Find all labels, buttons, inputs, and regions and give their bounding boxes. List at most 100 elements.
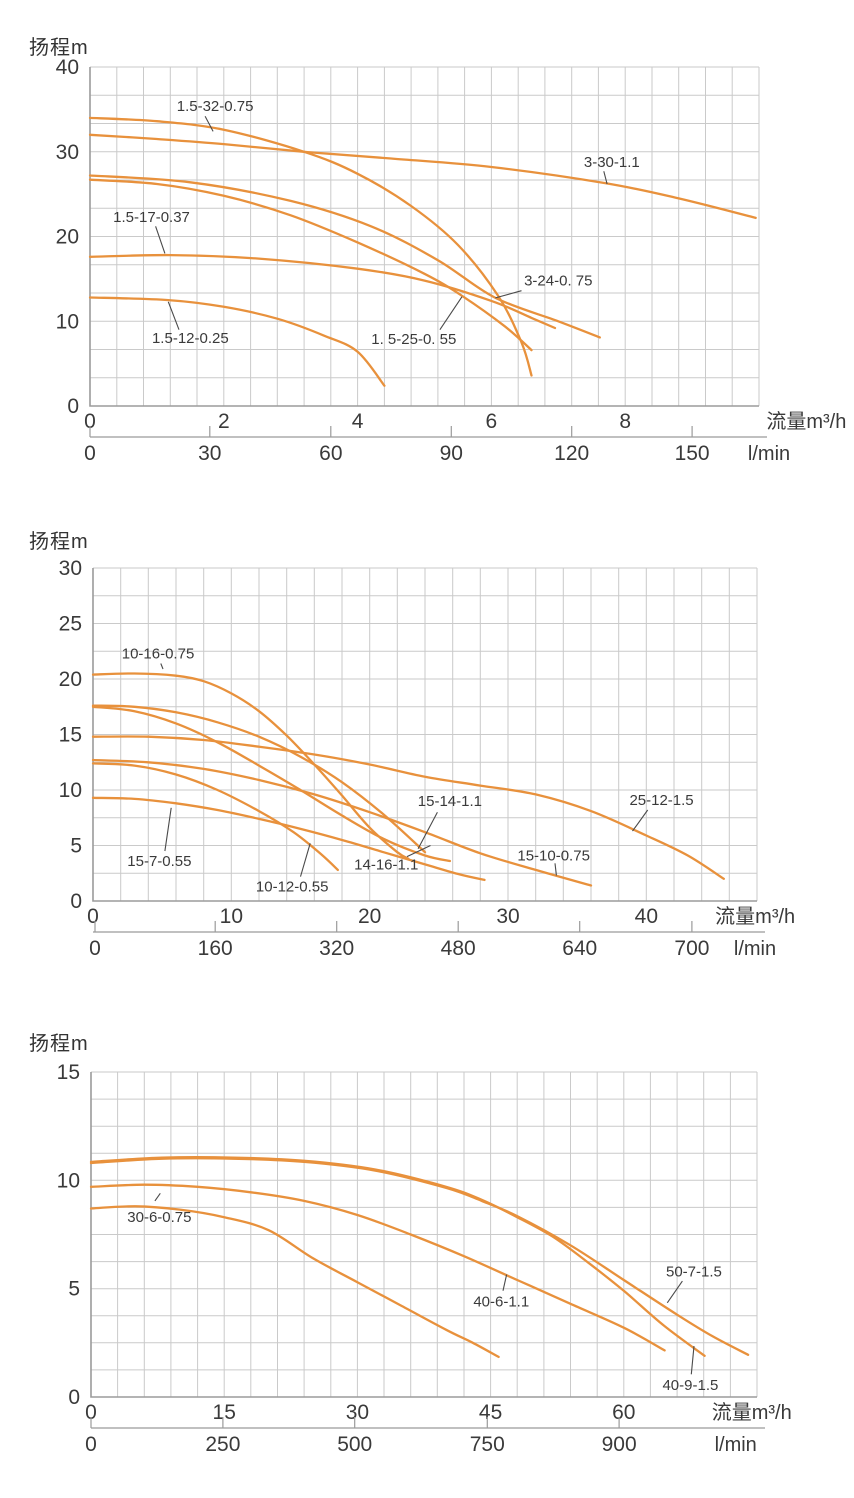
x-tick-label: 0: [85, 1401, 97, 1424]
y-tick-label: 20: [56, 226, 79, 249]
y-tick-label: 10: [59, 779, 82, 802]
curve-3-30-1.1: [88, 133, 757, 220]
curve-label: 3-24-0. 75: [524, 273, 592, 290]
secondary-tick-label: 900: [602, 1433, 637, 1456]
chart3-y-axis-title: 扬程m: [29, 1033, 89, 1055]
y-tick-label: 10: [57, 1169, 80, 1192]
curve-3-24-0. 75: [88, 174, 601, 339]
curve-label: 10-16-0.75: [122, 645, 195, 662]
y-tick-label: 0: [67, 395, 79, 418]
chart-2: 0 5 10 15 20 25 30 0 10 20 30 40 流量m³/h 0 160 320 480 640…: [59, 557, 796, 960]
chart2-y-axis-title: 扬程m: [29, 531, 89, 553]
y-tick-label: 0: [70, 890, 82, 913]
curve-label-leader: [666, 1280, 683, 1304]
grid: [89, 66, 760, 407]
curve-label-leader: [164, 807, 172, 852]
chart-3: 0 5 10 15 0 15 30 45 60 流量m³/h 0 250 500 750 900 l/min 3…: [57, 1061, 792, 1456]
curve-label: 1. 5-25-0. 55: [371, 331, 456, 348]
secondary-tick-label: 640: [562, 937, 597, 960]
curve-label: 40-9-1.5: [662, 1377, 718, 1394]
curve-label-leader: [406, 845, 431, 858]
x-tick-label: 2: [218, 410, 230, 433]
axes: [92, 568, 757, 902]
curve-label: 14-16-1.1: [354, 856, 418, 873]
curve-label-leader: [154, 1192, 161, 1202]
x-tick-label: 40: [635, 905, 658, 928]
curve-label: 1.5-12-0.25: [152, 330, 229, 347]
x-axis-unit-label: 流量m³/h: [712, 1401, 792, 1424]
curve-10-16-0.75: [91, 672, 410, 860]
y-tick-label: 30: [56, 141, 79, 164]
curve-label-leader: [690, 1346, 695, 1375]
x-tick-label: 8: [619, 410, 631, 433]
secondary-tick-label: 320: [319, 937, 354, 960]
curve-label-leader: [632, 809, 649, 832]
y-tick-label: 5: [68, 1278, 80, 1301]
x-tick-label: 0: [84, 410, 96, 433]
y-tick-label: 30: [59, 557, 82, 580]
curve-label: 15-10-0.75: [517, 847, 590, 864]
secondary-tick-label: 0: [84, 442, 96, 465]
curve-1.5-17-0.37: [88, 253, 557, 330]
x-tick-label: 30: [496, 905, 519, 928]
secondary-tick-label: 30: [198, 442, 221, 465]
x-tick-label: 4: [352, 410, 364, 433]
curve-50-7-1.5: [89, 1157, 750, 1356]
secondary-tick-label: 500: [337, 1433, 372, 1456]
secondary-tick-label: 90: [440, 442, 463, 465]
x-tick-label: 0: [87, 905, 99, 928]
curve-label: 15-14-1.1: [418, 793, 482, 810]
secondary-axis: [89, 426, 767, 438]
curve-label-leader: [502, 1274, 508, 1291]
x-tick-label: 20: [358, 905, 381, 928]
chart1-y-axis-title: 扬程m: [29, 37, 89, 59]
curve-label-leader: [603, 171, 608, 185]
curve-label-leader: [554, 863, 557, 876]
secondary-tick-label: 160: [198, 937, 233, 960]
secondary-tick-label: 150: [675, 442, 710, 465]
curve-label: 1.5-17-0.37: [113, 209, 190, 226]
curve-label-leader: [495, 290, 522, 299]
curve-1.5-32-0.75: [88, 116, 533, 377]
y-tick-label: 0: [68, 1386, 80, 1409]
curve-1.5-12-0.25: [88, 296, 386, 387]
secondary-tick-label: 750: [470, 1433, 505, 1456]
x-tick-label: 10: [220, 905, 243, 928]
x-axis-unit-label: 流量m³/h: [766, 410, 846, 433]
curve-label: 3-30-1.1: [584, 154, 640, 171]
curve-label-leader: [299, 843, 311, 877]
secondary-tick-label: 60: [319, 442, 342, 465]
secondary-tick-label: 250: [205, 1433, 240, 1456]
curve-14-16-1.1: [91, 705, 452, 863]
curve-label-leader: [439, 296, 463, 331]
secondary-axis-unit-label: l/min: [748, 443, 790, 465]
curve-10-12-0.55: [91, 762, 339, 872]
curve-15-14-1.1: [91, 704, 427, 854]
y-tick-label: 20: [59, 668, 82, 691]
curve-25-12-1.5: [91, 735, 725, 880]
curve-15-7-0.55: [91, 796, 486, 882]
curve-label: 1.5-32-0.75: [177, 98, 254, 115]
curve-label-leader: [167, 301, 180, 330]
secondary-tick-label: 700: [674, 937, 709, 960]
y-tick-label: 15: [57, 1061, 80, 1084]
y-tick-label: 10: [56, 310, 79, 333]
curve-label: 10-12-0.55: [256, 879, 329, 896]
curve-label: 15-7-0.55: [127, 853, 191, 870]
secondary-axis: [93, 921, 765, 933]
secondary-tick-label: 0: [89, 937, 101, 960]
curve-label-leader: [417, 811, 438, 850]
secondary-axis-unit-label: l/min: [734, 938, 776, 960]
secondary-tick-label: 120: [554, 442, 589, 465]
secondary-tick-label: 0: [85, 1433, 97, 1456]
curve-30-6-0.75: [89, 1205, 500, 1359]
x-tick-label: 15: [213, 1401, 236, 1424]
curve-label-leader: [160, 663, 164, 670]
secondary-axis: [90, 1417, 765, 1429]
curve-label: 50-7-1.5: [666, 1263, 722, 1280]
curve-label: 25-12-1.5: [629, 792, 693, 809]
curve-label: 40-6-1.1: [473, 1294, 529, 1311]
chart-1: 0 10 20 30 40 0 2 4 6 8 流量m³/h 0 30 60 90 120 150 l/min 1.…: [56, 56, 847, 465]
y-tick-label: 15: [59, 724, 82, 747]
